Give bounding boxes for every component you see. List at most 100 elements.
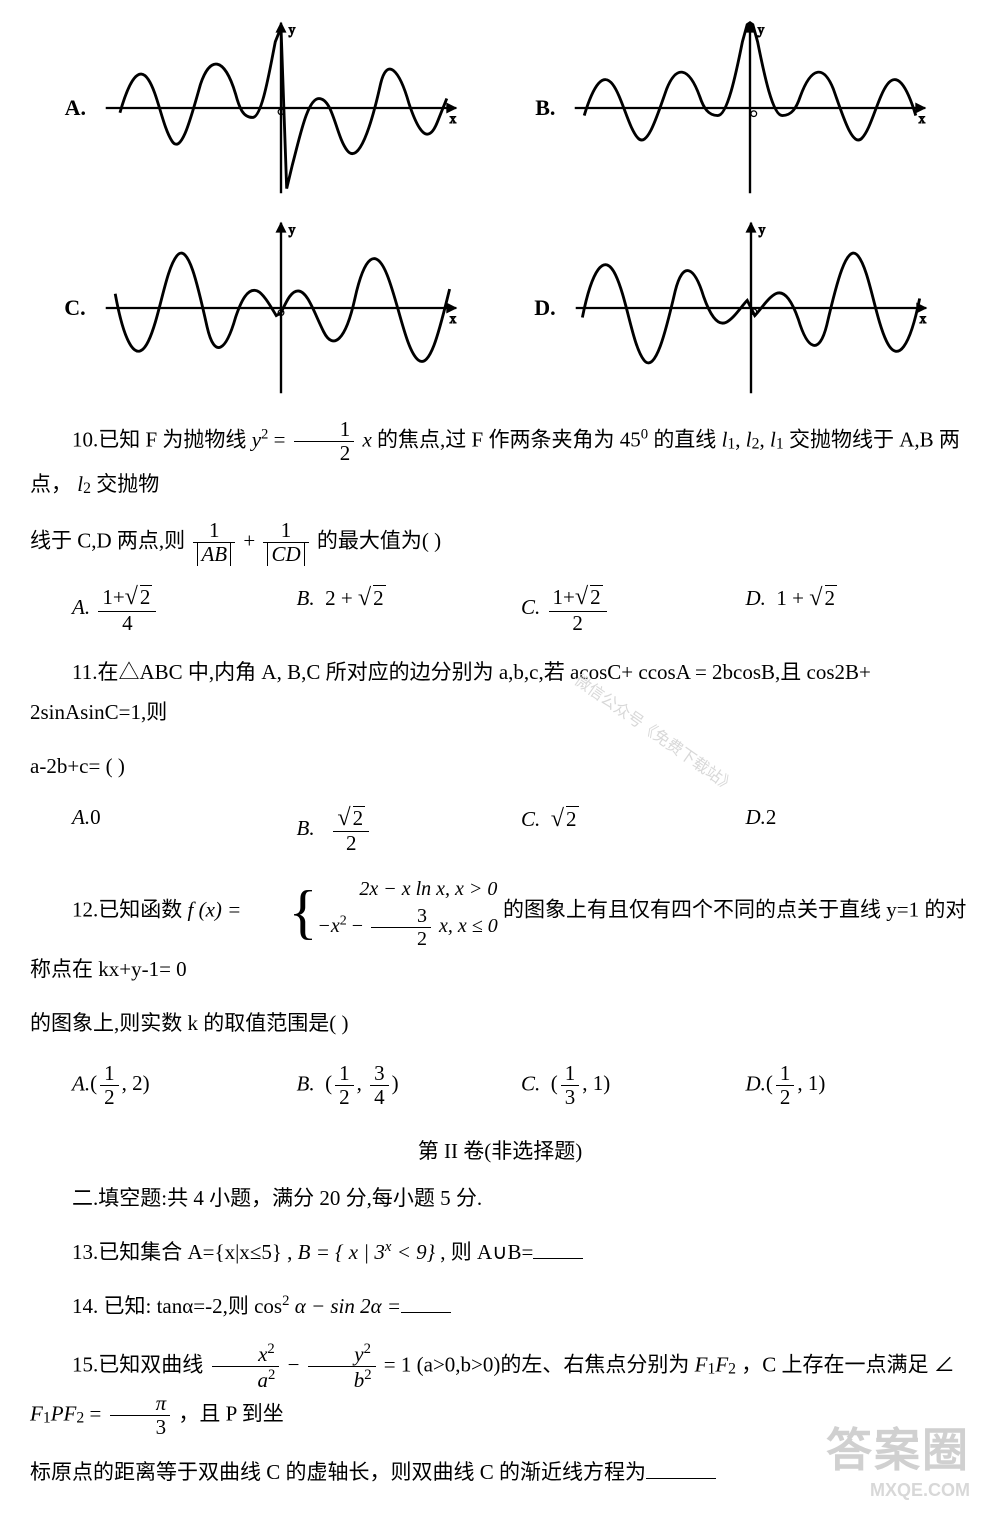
q12-line2: 的图象上,则实数 k 的取值范围是( ) (30, 1004, 970, 1044)
q10-t5: 交抛物 (96, 472, 159, 496)
q12-line1: 12.已知函数 f (x) = { 2x − x ln x, x > 0 −x2… (30, 873, 970, 990)
svg-text:y: y (289, 22, 296, 37)
q12-opt-a: A.(12, 2) (72, 1062, 297, 1109)
graph-d-label: D. (534, 295, 555, 321)
q13: 13.已知集合 A={x|x≤5} , B = { x | 3x < 9} , … (30, 1233, 970, 1273)
q11-opt-c: C. √2 (521, 805, 746, 856)
q13-d: , 则 A∪B= (440, 1240, 533, 1264)
graph-a-label: A. (65, 95, 86, 121)
wm-big: 答案圈 (826, 1424, 970, 1476)
svg-text:x: x (919, 111, 926, 126)
svg-text:y: y (758, 222, 765, 237)
q12-opt-d: D.(12, 1) (746, 1062, 971, 1109)
q14-blank (401, 1290, 451, 1313)
q10-c1: , (735, 427, 746, 451)
graph-a-svg: x y (96, 18, 466, 198)
q10-y: y (252, 427, 261, 451)
q13-c: < 9} (391, 1240, 435, 1264)
q12-c2a: −x (317, 915, 339, 937)
q11-options: A.0 B. √22 C. √2 D.2 (30, 805, 970, 856)
graph-row-1: A. x y B. x y (30, 18, 970, 198)
svg-text:y: y (758, 22, 765, 37)
q15-tail: ，且 P 到坐 (178, 1401, 283, 1425)
q12-cases: 2x − x ln x, x > 0 −x2 − 32 x, x ≤ 0 (317, 873, 497, 950)
q10-eq: = (274, 427, 291, 451)
q13-blank (533, 1236, 583, 1259)
q14-cos: cos (254, 1294, 282, 1318)
q12-c2b: − (347, 915, 368, 937)
graph-option-c: C. x y (64, 218, 465, 398)
graph-option-b: B. x y (535, 18, 935, 198)
graph-b-label: B. (535, 95, 555, 121)
q11-opt-d: D.2 (746, 805, 971, 856)
q12-c2c: x, x ≤ 0 (439, 915, 498, 937)
q15-eq: = 1 (a>0,b>0)的左、右焦点分别为 (384, 1352, 695, 1376)
q10-fd: 2 (294, 442, 355, 465)
q10-line1: 10.已知 F 为抛物线 y2 = 12 x 的焦点,过 F 作两条夹角为 45… (30, 418, 970, 505)
q12-fx: f (x) = (188, 898, 247, 922)
q10-l2bs: 2 (83, 480, 91, 497)
wm-small: MXQE.COM (826, 1480, 970, 1501)
graph-d-svg: x y (566, 218, 936, 398)
q10-plus: + (243, 528, 260, 552)
graph-option-d: D. x y (534, 218, 935, 398)
graph-c-svg: x y (96, 218, 466, 398)
q11-opt-b: B. √22 (297, 805, 522, 856)
q10-c2: , (760, 427, 771, 451)
q10-options: A. 1+√24 B. 2 + √2 C. 1+√22 D. 1 + √2 (30, 584, 970, 635)
q10-t7: 的最大值为( ) (317, 528, 441, 552)
svg-text:x: x (450, 111, 457, 126)
brace-icon: { (247, 882, 318, 942)
svg-text:x: x (449, 311, 456, 326)
q10-opt-b: B. 2 + √2 (297, 584, 522, 635)
corner-watermark: 答案圈 MXQE.COM (826, 1414, 970, 1501)
fill-intro: 二.填空题:共 4 小题，满分 20 分,每小题 5 分. (30, 1179, 970, 1219)
q15-m: − (288, 1352, 305, 1376)
graph-option-a: A. x y (65, 18, 466, 198)
svg-text:x: x (919, 311, 926, 326)
q14-sup: 2 (282, 1293, 289, 1309)
q10-t3: 的直线 (653, 427, 721, 451)
q14-alpha: α − sin 2α = (295, 1294, 401, 1318)
q10-ang: 45 (620, 427, 641, 451)
q12-options: A.(12, 2) B. (12, 34) C. (13, 1) D.(12, … (30, 1062, 970, 1109)
q10-deg: 0 (641, 426, 648, 442)
q12-pre: 12.已知函数 (72, 898, 188, 922)
q12-c2s: 2 (340, 914, 347, 929)
q11-line2: a-2b+c= ( ) (30, 747, 970, 787)
q15-a: 15.已知双曲线 (72, 1352, 209, 1376)
q10-t6: 线于 C,D 两点,则 (30, 528, 190, 552)
q15-l2: 标原点的距离等于双曲线 C 的虚轴长，则双曲线 C 的渐近线方程为 (30, 1460, 646, 1484)
q10-opt-a: A. 1+√24 (72, 584, 297, 635)
q14-a: 14. 已知: tanα=-2,则 (72, 1294, 254, 1318)
q12-c2d: 2 (371, 928, 431, 950)
q10-line2: 线于 C,D 两点,则 1AB + 1CD 的最大值为( ) (30, 519, 970, 566)
q12-opt-b: B. (12, 34) (297, 1062, 522, 1109)
q10-cd: CD (271, 542, 300, 566)
q10-t2: 的焦点,过 F 作两条夹角为 (377, 427, 620, 451)
q10-fn: 1 (294, 418, 355, 442)
q10-opt-c: C. 1+√22 (521, 584, 746, 635)
q10-ab: AB (201, 542, 227, 566)
graph-b-svg: x y (565, 18, 935, 198)
q12-c2n: 3 (371, 905, 431, 928)
q10-l2s: 2 (752, 435, 760, 452)
q11-line1: 11.在△ABC 中,内角 A, B,C 所对应的边分别为 a,b,c,若 ac… (30, 653, 970, 733)
q10-t1: 10.已知 F 为抛物线 (72, 427, 252, 451)
section2-title: 第 II 卷(非选择题) (30, 1135, 970, 1165)
q15-blank (646, 1456, 716, 1479)
q15-mid: ，C 上存在一点满足 ∠ (741, 1352, 955, 1376)
q10-l1bs: 1 (776, 435, 784, 452)
q12-opt-c: C. (13, 1) (521, 1062, 746, 1109)
q11-opt-a: A.0 (72, 805, 297, 856)
q10-opt-d: D. 1 + √2 (746, 584, 971, 635)
q10-x: x (362, 427, 371, 451)
graph-row-2: C. x y D. x y (30, 218, 970, 398)
q13-a: 13.已知集合 A={x|x≤5} , (72, 1240, 298, 1264)
q10-ysup: 2 (261, 426, 268, 442)
svg-text:y: y (288, 222, 295, 237)
q12-case1: 2x − x ln x, x > 0 (359, 878, 497, 900)
q14: 14. 已知: tanα=-2,则 cos2 α − sin 2α = (30, 1287, 970, 1327)
graph-c-label: C. (64, 295, 85, 321)
q13-b: B = { x | 3 (298, 1240, 385, 1264)
